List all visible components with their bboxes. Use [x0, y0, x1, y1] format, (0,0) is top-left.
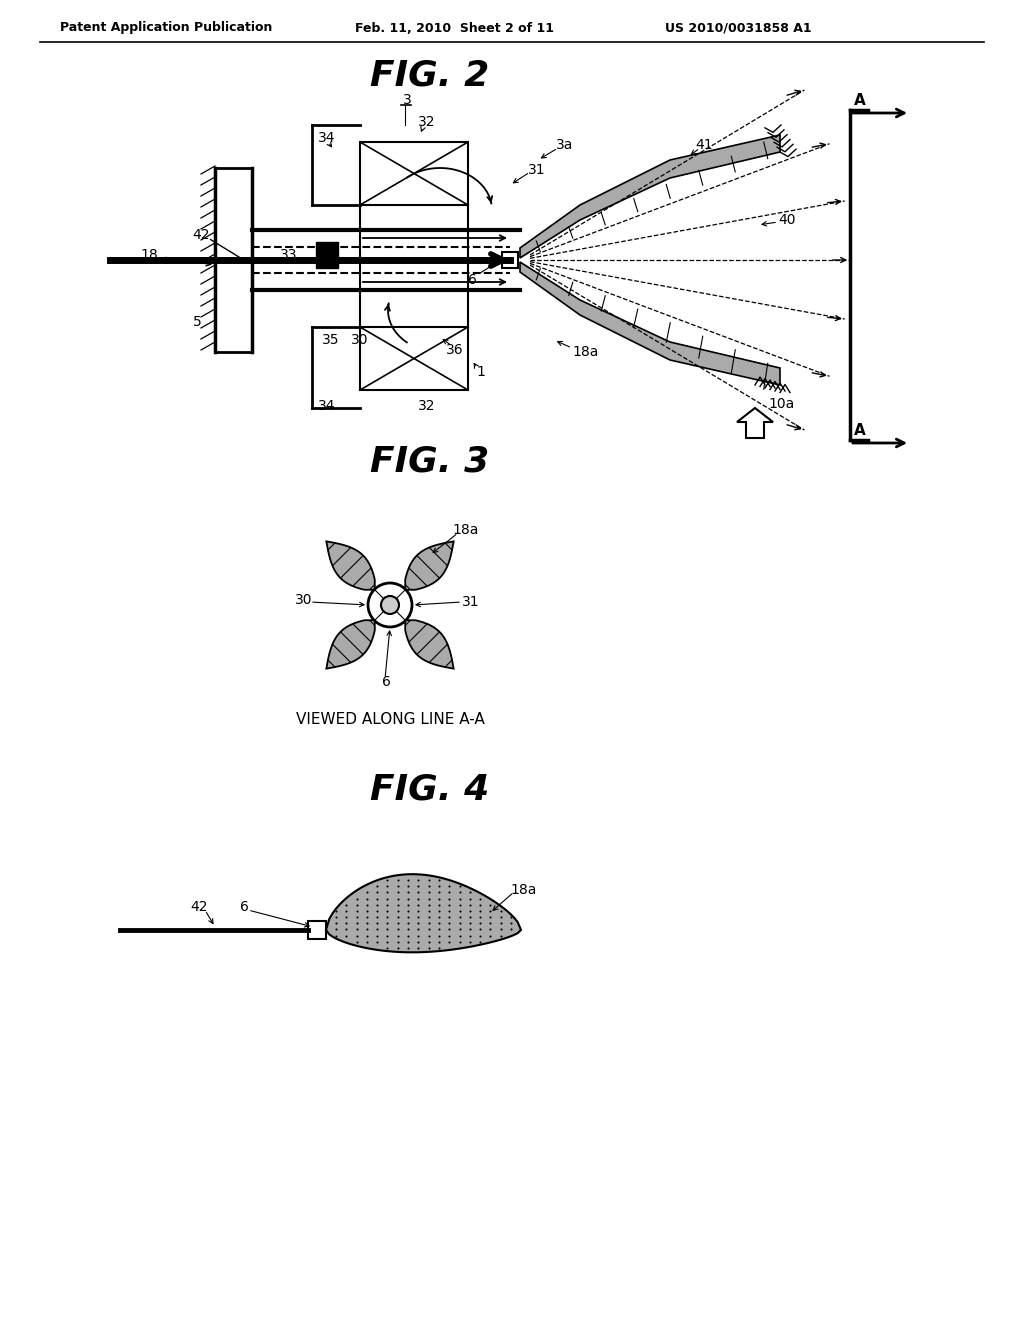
Polygon shape [520, 261, 780, 385]
Text: 18: 18 [140, 248, 158, 261]
Polygon shape [402, 618, 454, 669]
Bar [502, 252, 518, 268]
Text: 31: 31 [528, 162, 546, 177]
Polygon shape [326, 874, 521, 952]
Text: 35: 35 [322, 333, 340, 347]
Text: A: A [854, 422, 865, 438]
Text: 33: 33 [280, 248, 298, 261]
Polygon shape [327, 618, 377, 669]
Text: 31: 31 [462, 595, 479, 609]
Polygon shape [737, 408, 773, 438]
Text: 18a: 18a [572, 345, 598, 359]
Text: A: A [854, 92, 865, 108]
Text: 18a: 18a [510, 883, 537, 898]
Bar [316, 242, 338, 268]
Text: FIG. 2: FIG. 2 [371, 58, 489, 92]
Polygon shape [327, 541, 377, 593]
Text: 34: 34 [318, 399, 336, 413]
Text: 41: 41 [695, 139, 713, 152]
Bar [360, 327, 468, 389]
Text: 10a: 10a [768, 397, 795, 411]
Text: 40: 40 [778, 213, 796, 227]
Text: FIG. 3: FIG. 3 [371, 445, 489, 479]
Text: 5: 5 [193, 315, 202, 329]
Text: 18a: 18a [452, 523, 478, 537]
Bar [360, 143, 468, 205]
Text: Feb. 11, 2010  Sheet 2 of 11: Feb. 11, 2010 Sheet 2 of 11 [355, 21, 554, 34]
Text: 6: 6 [382, 675, 391, 689]
Text: 1: 1 [476, 366, 485, 379]
Text: 30: 30 [351, 333, 369, 347]
Text: 42: 42 [190, 900, 208, 913]
Text: 6: 6 [468, 273, 477, 286]
Circle shape [381, 597, 399, 614]
Text: 32: 32 [418, 115, 435, 129]
Text: 6: 6 [240, 900, 249, 913]
Polygon shape [520, 135, 780, 257]
Text: 42: 42 [193, 228, 210, 242]
Text: FIG. 4: FIG. 4 [371, 774, 489, 807]
Text: 3: 3 [403, 92, 412, 107]
Text: 30: 30 [295, 593, 312, 607]
Text: VIEWED ALONG LINE A-A: VIEWED ALONG LINE A-A [296, 713, 484, 727]
Bar [308, 921, 326, 939]
Circle shape [368, 583, 412, 627]
Text: 32: 32 [418, 399, 435, 413]
Polygon shape [402, 541, 454, 593]
Text: US 2010/0031858 A1: US 2010/0031858 A1 [665, 21, 812, 34]
Text: Patent Application Publication: Patent Application Publication [60, 21, 272, 34]
Text: 36: 36 [446, 343, 464, 356]
Text: 3a: 3a [556, 139, 573, 152]
Text: 34: 34 [318, 131, 336, 145]
